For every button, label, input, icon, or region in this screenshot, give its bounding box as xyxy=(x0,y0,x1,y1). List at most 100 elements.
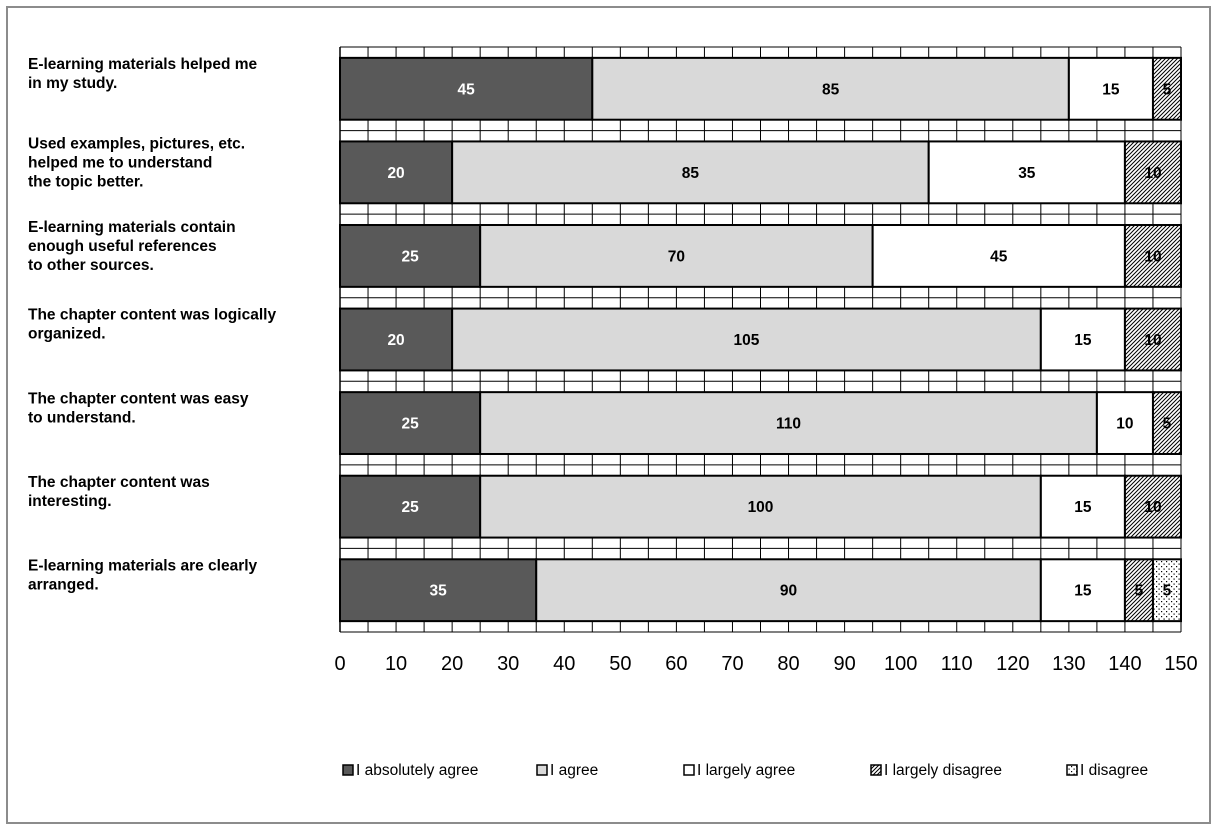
data-label: 85 xyxy=(682,165,700,182)
legend-swatch xyxy=(342,764,354,776)
category-label-line: arranged. xyxy=(28,576,99,593)
legend-swatch xyxy=(536,764,548,776)
x-tick-label: 130 xyxy=(1052,653,1085,675)
category-label-line: to other sources. xyxy=(28,257,154,274)
x-tick-label: 30 xyxy=(497,653,519,675)
legend-label: I absolutely agree xyxy=(356,762,478,779)
data-label: 15 xyxy=(1074,583,1092,600)
data-label: 105 xyxy=(734,332,760,349)
bar-segment xyxy=(451,307,1042,372)
category-label-line: helped me to understand xyxy=(28,155,212,172)
data-label: 35 xyxy=(429,583,447,600)
x-tick-label: 110 xyxy=(941,653,973,675)
category-label-line: in my study. xyxy=(28,75,117,92)
x-tick-label: 60 xyxy=(665,653,687,675)
category-label: E-learning materials contain enough usefu… xyxy=(28,219,236,274)
bar-segment xyxy=(1151,56,1183,121)
bar-segment xyxy=(1095,391,1154,455)
bar-segment xyxy=(871,224,1126,288)
category-label-line: The chapter content was xyxy=(28,474,210,491)
bar-segment xyxy=(1151,391,1183,455)
data-label: 10 xyxy=(1144,332,1161,349)
bar-segment xyxy=(339,558,538,623)
category-label: The chapter content was interesting. xyxy=(28,474,210,510)
bar-segment xyxy=(1151,558,1183,623)
x-tick-label: 80 xyxy=(777,653,799,675)
category-label-line: The chapter content was easy xyxy=(28,390,249,407)
data-label: 5 xyxy=(1135,583,1144,600)
x-tick-label: 120 xyxy=(996,653,1029,675)
bar-segment xyxy=(591,56,1070,121)
data-label: 25 xyxy=(401,499,419,516)
legend-swatch xyxy=(683,764,695,776)
data-label: 20 xyxy=(387,332,404,349)
data-label: 25 xyxy=(401,248,419,265)
data-label: 15 xyxy=(1102,81,1120,98)
category-label-line: E-learning materials contain xyxy=(28,219,236,236)
legend-label: I largely agree xyxy=(697,762,795,779)
data-label: 15 xyxy=(1074,332,1092,349)
x-axis: 0 10 20 30 40 50 60 70 80 90 100 110 120 130 140 150 xyxy=(334,47,1198,675)
category-label-line: the topic better. xyxy=(28,174,143,191)
bar-segment xyxy=(451,140,930,205)
data-label: 10 xyxy=(1144,499,1161,516)
legend-label: I disagree xyxy=(1080,762,1148,779)
legend: I absolutely agree I agree I largely agree… xyxy=(342,762,1148,779)
data-label: 90 xyxy=(780,583,797,600)
data-label: 10 xyxy=(1116,416,1133,433)
x-tick-label: 90 xyxy=(833,653,855,675)
category-label: E-learning materials helped me in my stud… xyxy=(28,56,258,92)
category-label: The chapter content was logically organiz… xyxy=(28,307,276,343)
x-tick-label: 140 xyxy=(1108,653,1141,675)
data-label: 100 xyxy=(748,499,774,516)
data-label: 20 xyxy=(387,165,404,182)
bar-segment xyxy=(1067,56,1154,121)
data-label: 35 xyxy=(1018,165,1036,182)
category-label: Used examples, pictures, etc. helped me t… xyxy=(28,136,245,191)
bar-segment xyxy=(535,558,1042,623)
bar-segment xyxy=(1123,307,1183,372)
x-tick-label: 100 xyxy=(884,653,917,675)
bar-segment xyxy=(339,224,482,288)
category-label-line: E-learning materials are clearly xyxy=(28,557,258,574)
bar-segment xyxy=(339,307,454,372)
data-label: 5 xyxy=(1163,583,1172,600)
category-label: E-learning materials are clearly arranged… xyxy=(28,557,258,593)
data-label: 25 xyxy=(401,416,419,433)
legend-swatch xyxy=(870,764,882,776)
bar-segment xyxy=(1039,307,1126,372)
x-tick-label: 20 xyxy=(441,653,463,675)
x-tick-label: 150 xyxy=(1164,653,1197,675)
bar-segment xyxy=(1039,474,1126,539)
x-tick-label: 40 xyxy=(553,653,575,675)
x-tick-label: 0 xyxy=(334,653,345,675)
legend-label: I agree xyxy=(550,762,598,779)
data-label: 110 xyxy=(776,416,801,433)
category-label-line: E-learning materials helped me xyxy=(28,56,258,73)
data-label: 10 xyxy=(1144,165,1161,182)
category-label-line: interesting. xyxy=(28,493,112,510)
category-label-line: organized. xyxy=(28,326,106,343)
bar-segment xyxy=(1123,224,1183,288)
legend-swatch xyxy=(1066,764,1078,776)
bar-segment xyxy=(1039,558,1126,623)
x-tick-label: 70 xyxy=(721,653,743,675)
category-label: The chapter content was easy to understan… xyxy=(28,390,249,426)
bar-segment xyxy=(479,474,1042,539)
category-label-line: to understand. xyxy=(28,409,136,426)
category-label-line: The chapter content was logically xyxy=(28,307,276,324)
data-label: 10 xyxy=(1144,248,1161,265)
x-tick-label: 50 xyxy=(609,653,631,675)
bar-segment xyxy=(479,224,874,288)
data-label: 70 xyxy=(668,248,685,265)
data-label: 85 xyxy=(822,81,840,98)
bar-segment xyxy=(479,391,1098,455)
data-label: 15 xyxy=(1074,499,1092,516)
x-tick-label: 10 xyxy=(385,653,407,675)
bar-segment xyxy=(927,140,1126,205)
legend-label: I largely disagree xyxy=(884,762,1002,779)
data-label: 5 xyxy=(1163,416,1172,433)
data-label: 5 xyxy=(1163,81,1172,98)
